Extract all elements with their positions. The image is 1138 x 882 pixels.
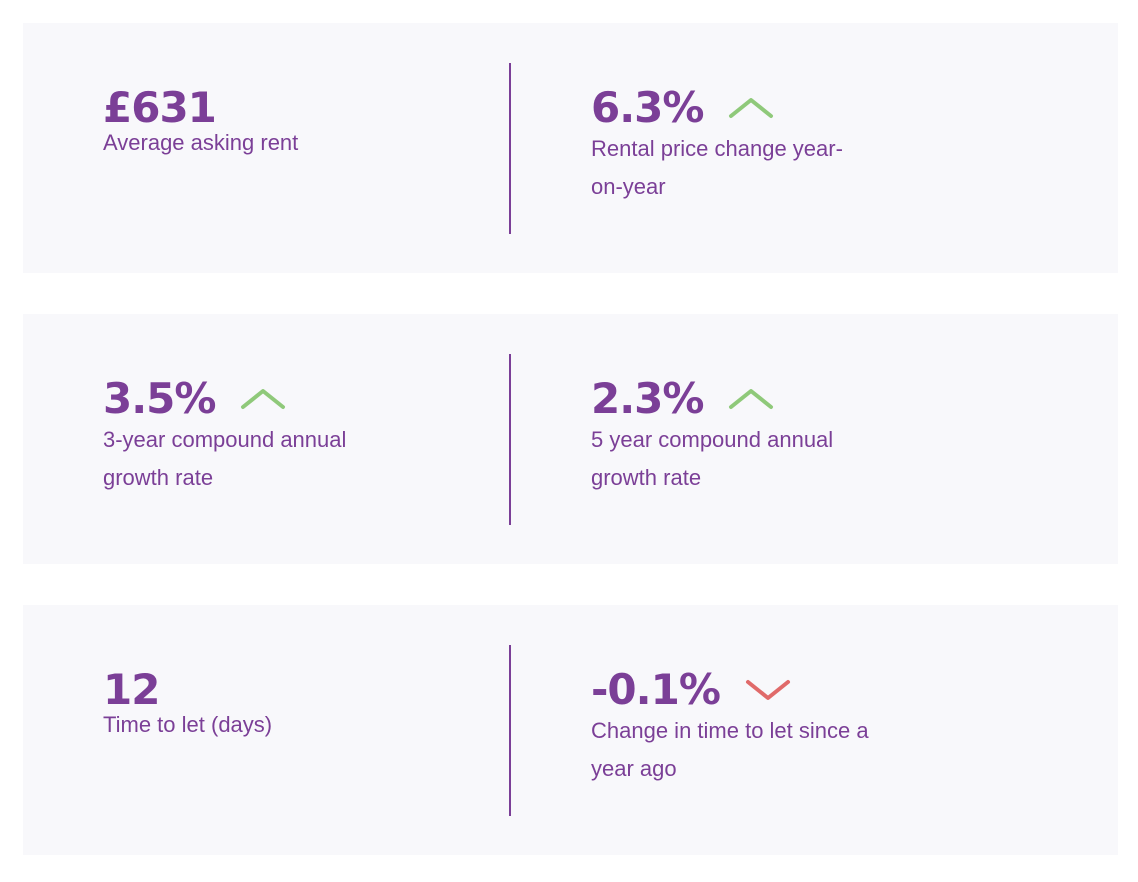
stat-value: 6.3% <box>591 83 704 132</box>
stat-5-year-growth: 2.3% 5 year compound annual growth rate <box>591 373 871 497</box>
stat-value: 3.5% <box>103 374 216 423</box>
stat-label: 5 year compound annual growth rate <box>591 427 834 490</box>
card-divider <box>509 354 511 525</box>
stat-label: Average asking rent <box>103 130 299 155</box>
stat-label: Change in time to let since a year ago <box>591 718 869 781</box>
stat-time-to-let: 12 Time to let (days) <box>103 664 383 744</box>
stat-time-to-let-change: -0.1% Change in time to let since a year… <box>591 664 871 788</box>
stat-value: 12 <box>103 665 160 714</box>
card-divider <box>509 63 511 234</box>
stats-card-time-to-let: 12 Time to let (days) -0.1% Change in ti… <box>23 605 1118 855</box>
stat-label: 3-year compound annual growth rate <box>103 427 347 490</box>
chevron-up-icon <box>727 94 775 122</box>
stat-rental-price-change: 6.3% Rental price change year-on-year <box>591 82 871 206</box>
chevron-down-icon <box>744 676 792 704</box>
stats-card-growth: 3.5% 3-year compound annual growth rate … <box>23 314 1118 564</box>
stats-card-rent: £631 Average asking rent 6.3% Rental pri… <box>23 23 1118 273</box>
chevron-up-icon <box>239 385 287 413</box>
stat-label: Time to let (days) <box>103 712 273 737</box>
stat-3-year-growth: 3.5% 3-year compound annual growth rate <box>103 373 383 497</box>
stat-average-asking-rent: £631 Average asking rent <box>103 82 383 162</box>
stat-value: 2.3% <box>591 374 704 423</box>
stat-label: Rental price change year-on-year <box>591 136 843 199</box>
stat-value: £631 <box>103 83 217 132</box>
chevron-up-icon <box>727 385 775 413</box>
stat-value: -0.1% <box>591 665 721 714</box>
card-divider <box>509 645 511 816</box>
